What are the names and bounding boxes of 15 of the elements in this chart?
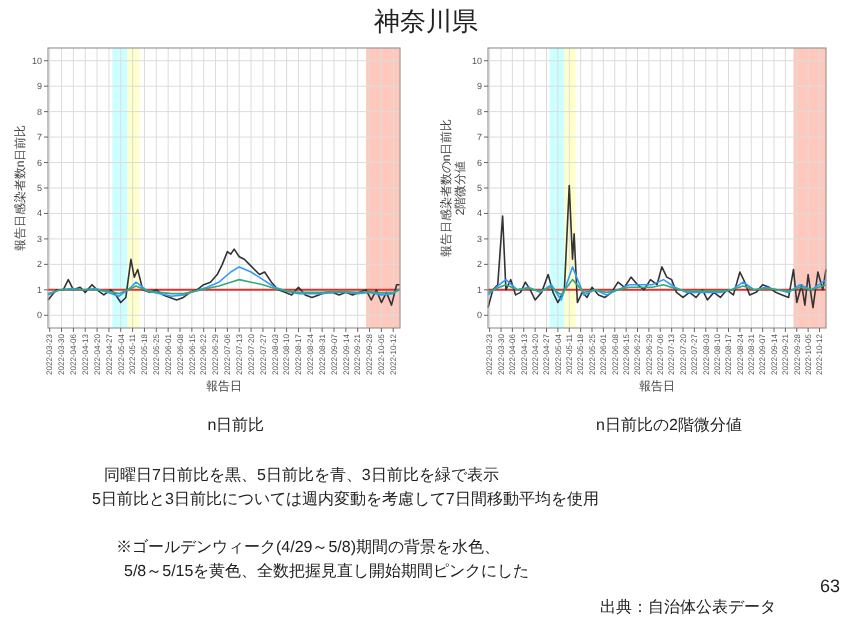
text: n日前比 [207,416,265,434]
line-series [47,266,401,297]
text: 5日前比と3日前比については週内変動を考慮して7日間移動平均を使用 [92,490,599,508]
text: 63 [819,576,840,596]
text: ※ゴールデンウィーク(4/29～5/8)期間の背景を水色、 [116,538,501,556]
line-series [47,248,401,306]
line-series [487,184,827,309]
line-series [487,278,827,296]
text: 5/8～5/15を黄色、全数把握見直し開始期間ピンクにした [124,562,530,580]
text: n日前比の2階微分値 [596,416,742,434]
line-series [487,266,827,301]
text: 神奈川県 [374,6,478,36]
line-series [47,278,401,295]
source-note: 出典：自治体公表データ [600,598,776,616]
text: 同曜日7日前比を黒、5日前比を青、3日前比を緑で表示 [104,466,499,484]
